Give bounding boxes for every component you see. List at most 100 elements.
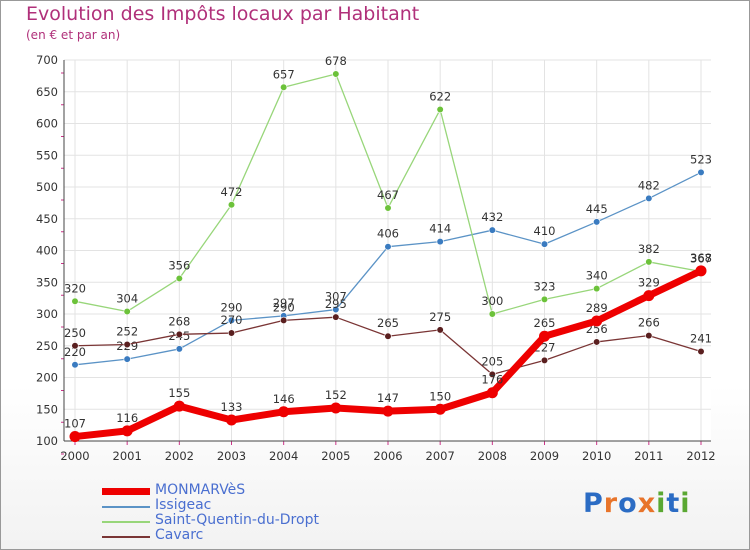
data-point[interactable] [71,297,79,305]
x-tick-label: 2001 [113,449,142,463]
data-label: 270 [221,313,243,327]
data-label: 241 [690,331,712,345]
data-label: 205 [481,354,503,368]
data-point[interactable] [593,218,601,226]
y-tick-label: 450 [36,212,58,226]
data-point[interactable] [488,370,496,378]
data-label: 445 [586,202,608,216]
data-point[interactable] [384,204,392,212]
data-point[interactable] [69,431,81,443]
data-label: 472 [221,185,243,199]
data-point[interactable] [384,243,392,251]
data-point[interactable] [645,331,653,340]
legend-label: Saint-Quentin-du-Dropt [155,512,319,528]
data-point[interactable] [695,265,707,277]
data-point[interactable] [486,387,498,399]
data-point[interactable] [330,402,342,414]
data-point[interactable] [280,83,288,91]
data-point[interactable] [645,258,653,266]
data-point[interactable] [173,400,185,412]
y-tick-label: 500 [36,180,58,194]
y-tick-label: 250 [36,339,58,353]
data-point[interactable] [123,307,131,316]
data-point[interactable] [434,403,446,415]
y-tick-label: 350 [36,275,58,289]
y-tick-label: 100 [36,434,58,448]
data-point[interactable] [382,405,394,417]
data-point[interactable] [591,315,603,327]
data-point[interactable] [643,290,655,302]
data-point[interactable] [645,194,653,203]
legend-item[interactable]: Issigeac [102,497,402,514]
data-label: 323 [534,279,556,293]
legend-swatch [102,506,150,508]
data-point[interactable] [593,338,601,346]
data-label: 622 [429,90,451,104]
data-point[interactable] [593,285,601,293]
data-point[interactable] [227,201,236,209]
logo-letter: i [680,488,691,519]
data-point[interactable] [384,332,392,340]
data-point[interactable] [539,330,550,342]
data-label: 133 [221,400,243,414]
data-label: 367 [690,251,712,265]
data-point[interactable] [436,105,444,114]
legend-item[interactable]: MONMARVèS [102,482,402,499]
data-point[interactable] [226,414,237,426]
data-point[interactable] [488,310,496,318]
y-tick-label: 550 [36,148,58,162]
y-tick-label: 400 [36,244,58,258]
data-label: 432 [481,210,503,224]
data-point[interactable] [227,316,236,324]
data-point[interactable] [488,226,496,234]
data-point[interactable] [123,340,131,349]
x-tick-label: 2009 [530,449,559,463]
data-point[interactable] [227,329,236,337]
data-point[interactable] [540,295,549,303]
data-point[interactable] [123,355,131,363]
data-point[interactable] [71,361,79,369]
data-label: 340 [586,269,608,283]
data-point[interactable] [697,168,705,176]
data-point[interactable] [175,330,183,338]
data-label: 266 [638,316,660,330]
x-tick-label: 2011 [634,449,663,463]
data-point[interactable] [175,345,183,353]
data-label: 150 [429,389,451,403]
data-label: 406 [377,227,399,241]
legend-swatch [102,536,150,538]
data-label: 220 [64,345,86,359]
data-label: 176 [481,373,503,387]
logo-letter: r [603,488,619,519]
chart-subtitle: (en € et par an) [26,28,121,42]
data-point[interactable] [540,240,549,248]
logo-letter: x [637,488,657,519]
data-label: 414 [429,222,451,236]
data-label: 467 [377,188,399,202]
data-point[interactable] [697,347,705,356]
data-point[interactable] [175,274,183,283]
x-tick-label: 2006 [373,449,402,463]
legend-label: MONMARVèS [155,482,246,498]
data-label: 368 [690,251,712,265]
data-point[interactable] [71,342,79,350]
legend-item[interactable]: Saint-Quentin-du-Dropt [102,512,402,529]
data-point[interactable] [121,425,133,437]
data-label: 155 [168,386,190,400]
data-point[interactable] [332,313,340,321]
y-tick-label: 700 [36,53,58,67]
legend-item[interactable]: Cavarc [102,527,402,544]
data-point[interactable] [280,316,288,324]
data-point[interactable] [332,70,340,78]
data-label: 107 [64,417,86,431]
data-point[interactable] [436,238,444,246]
data-label: 147 [377,391,399,405]
data-label: 382 [638,242,660,256]
data-point[interactable] [332,305,340,314]
data-point[interactable] [436,326,444,334]
logo-letter: i [656,488,667,519]
data-point[interactable] [278,406,290,418]
chart-title: Evolution des Impôts locaux par Habitant [26,3,420,25]
data-point[interactable] [540,356,549,364]
